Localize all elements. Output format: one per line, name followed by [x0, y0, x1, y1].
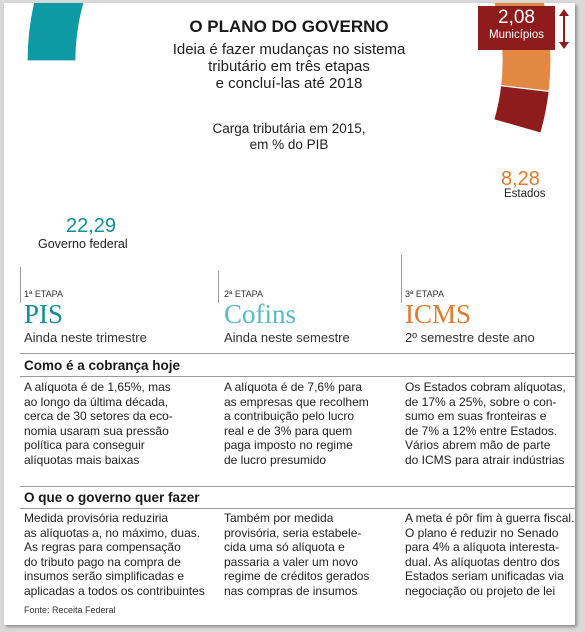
municipios-name-label: Municípios: [489, 29, 544, 41]
text-line: negociação ou projeto de lei: [405, 583, 556, 598]
text-line: do tributo pago na compra de: [24, 554, 181, 569]
infographic-title: O PLANO DO GOVERNO: [189, 17, 389, 36]
estados-value-label: 8,28: [501, 168, 540, 190]
cofins-name-label: Cofins: [356, 211, 388, 223]
stage-1: 1ª ETAPA PIS Ainda neste trimestre: [24, 289, 147, 345]
text-line: aplicadas a todos os contribuintes: [24, 583, 205, 598]
plan-text-cofins: Também por medida provisória, seria esta…: [224, 511, 369, 599]
pis-label: 0,89 PIS/ Pasep: [299, 199, 339, 235]
text-line: nas compras de insumos: [224, 583, 358, 598]
text-line: A alíquota é de 7,6% para: [224, 380, 363, 394]
text-line: Vários abrem mão de parte: [405, 438, 551, 453]
text-line: cerca de 30 setores da eco-: [24, 409, 173, 424]
text-line: passaria a valer um novo: [224, 554, 359, 569]
section-rule: [20, 353, 575, 354]
text-line: de 17% a 25%, sobre o con-: [405, 394, 557, 409]
text-line: insumos serão simplificadas e: [24, 569, 185, 584]
stage3-divider: [401, 255, 402, 303]
stage-2: 2ª ETAPA Cofins Ainda neste semestre: [224, 289, 350, 345]
stage-tax: ICMS: [405, 299, 472, 329]
text-line: as alíquotas a, no máximo, duas.: [24, 525, 201, 540]
pis-value-label: 0,89: [308, 199, 330, 211]
stage-tax: PIS: [24, 299, 64, 329]
text-line: nomia usaram sua pressão: [24, 423, 169, 438]
municipios-value-label: 2,08: [498, 7, 535, 28]
estados-name-label: Estados: [504, 188, 546, 200]
stage-number: 1ª ETAPA: [24, 289, 64, 299]
stage-when: Ainda neste semestre: [224, 330, 350, 345]
subtitle-line: Ideia é fazer mudanças no sistema: [172, 41, 406, 58]
section-rule: [20, 508, 575, 509]
text-line: do ICMS para atrair indústrias: [405, 452, 565, 467]
icms-label: 6,72 ICMS: [398, 169, 438, 193]
municipios-box: 2,08 Municípios: [478, 6, 555, 50]
text-line: de lucro presumido: [224, 452, 327, 467]
infographic-subtitle: Ideia é fazer mudanças no sistema tribut…: [144, 41, 434, 92]
text-line: O plano é reduzir no Senado: [405, 525, 559, 540]
stage-3: 3ª ETAPA ICMS 2º semestre deste ano: [405, 289, 535, 345]
text-line: de 7% a 12% entre Estados.: [405, 423, 558, 438]
text-line: paga imposto no regime: [224, 438, 353, 453]
caption-line: em % do PIB: [249, 137, 329, 152]
section-rule: [20, 486, 575, 487]
double-arrow-icon: [559, 9, 569, 49]
text-line: Medida provisória reduziria: [24, 511, 169, 525]
today-text-cofins: A alíquota é de 7,6% para as empresas qu…: [224, 380, 369, 468]
section-title-plan: O que o governo quer fazer: [24, 490, 200, 505]
stage-number: 2ª ETAPA: [224, 289, 264, 299]
section-rule: [20, 376, 575, 377]
cofins-label: 3,39 Cofins: [352, 199, 392, 223]
infographic-card: O PLANO DO GOVERNO Ideia é fazer mudança…: [4, 3, 575, 625]
text-line: as empresas que recolhem: [224, 394, 369, 409]
text-line: ao longo da última década,: [24, 394, 169, 409]
plan-text-pis: Medida provisória reduziria as alíquotas…: [24, 511, 205, 599]
slice-governo-federal: [26, 3, 85, 62]
section-title-today: Como é a cobrança hoje: [24, 358, 181, 373]
federal-name-label: Governo federal: [38, 237, 128, 251]
stage-when: 2º semestre deste ano: [405, 330, 535, 345]
stage2-divider: [218, 271, 219, 303]
icms-value-label: 6,72: [407, 169, 429, 181]
icms-name-label: ICMS: [404, 181, 432, 193]
federal-value-label: 22,29: [66, 215, 117, 237]
text-line: Estados seriam unificadas via: [405, 569, 564, 584]
text-line: sumo em suas fronteiras e: [405, 409, 547, 424]
today-text-icms: Os Estados cobram alíquotas, de 17% a 25…: [405, 380, 566, 468]
text-line: política para conseguir: [24, 438, 145, 453]
text-line: alíquotas mais baixas: [24, 452, 140, 467]
stage-when: Ainda neste trimestre: [24, 330, 147, 345]
text-line: para 4% a alíquota interesta-: [405, 540, 560, 555]
cofins-value-label: 3,39: [361, 199, 383, 211]
caption-line: Carga tributária em 2015,: [212, 121, 366, 136]
subtitle-line: tributário em três etapas: [208, 58, 370, 75]
stage-number: 3ª ETAPA: [405, 289, 445, 299]
slice-munic-pios: [493, 85, 550, 134]
text-line: a contribuição pelo lucro: [224, 409, 355, 424]
text-line: Os Estados cobram alíquotas,: [405, 380, 566, 394]
today-text-pis: A alíquota é de 1,65%, mas ao longo da ú…: [24, 380, 173, 468]
stage-tax: Cofins: [224, 299, 297, 329]
text-line: Também por medida: [224, 511, 334, 525]
text-line: real e de 3% para quem: [224, 423, 353, 438]
text-line: A alíquota é de 1,65%, mas: [24, 380, 171, 394]
plan-text-icms: A meta é pôr fim à guerra fiscal. O plan…: [405, 511, 574, 599]
source-note: Fonte: Receita Federal: [24, 605, 116, 615]
subtitle-line: e concluí-las até 2018: [215, 75, 363, 92]
pis-name-label-2: Pasep: [303, 223, 335, 235]
stage1-divider: [20, 267, 21, 303]
text-line: dual. As alíquotas dentro dos: [405, 554, 560, 569]
text-line: provisória, seria estabele-: [224, 525, 362, 540]
text-line: regime de créditos gerados: [224, 569, 370, 584]
chart-caption: Carga tributária em 2015, em % do PIB: [184, 121, 394, 153]
text-line: cida uma só alíquota e: [224, 540, 345, 555]
pis-name-label: PIS/: [308, 211, 330, 223]
text-line: A meta é pôr fim à guerra fiscal.: [405, 511, 575, 525]
text-line: As regras para compensação: [24, 540, 181, 555]
